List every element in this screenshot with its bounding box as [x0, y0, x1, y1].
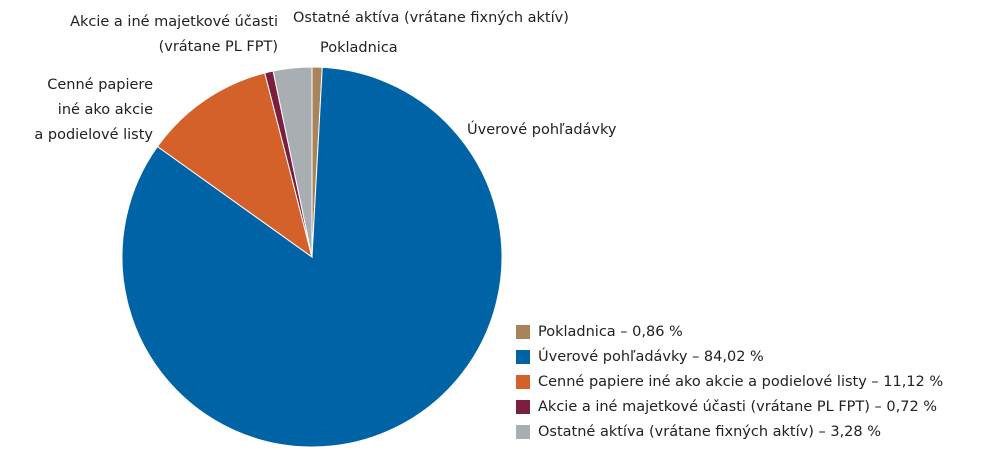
slice-label: a podielové listy: [34, 127, 153, 143]
legend-swatch: [516, 375, 530, 389]
legend-swatch: [516, 350, 530, 364]
legend-swatch: [516, 325, 530, 339]
legend-label: Úverové pohľadávky – 84,02 %: [538, 347, 764, 365]
slice-label: Akcie a iné majetkové účasti: [70, 14, 278, 30]
slice-label: Úverové pohľadávky: [467, 120, 617, 138]
legend-label: Ostatné aktíva (vrátane fixných aktív) –…: [538, 424, 881, 440]
pie-slice: [156, 72, 313, 259]
slice-label: Cenné papiere: [47, 77, 153, 93]
legend-label: Cenné papiere iné ako akcie a podielové …: [538, 374, 943, 390]
legend-label: Pokladnica – 0,86 %: [538, 324, 683, 340]
slice-label: (vrátane PL FPT): [159, 39, 278, 55]
pie-slice: [272, 66, 313, 258]
legend-swatch: [516, 425, 530, 439]
slice-label: Ostatné aktíva (vrátane fixných aktív): [293, 10, 569, 26]
slice-label: iné ako akcie: [58, 102, 153, 118]
legend-swatch: [516, 400, 530, 414]
legend-label: Akcie a iné majetkové účasti (vrátane PL…: [538, 399, 937, 415]
slice-label: Pokladnica: [320, 40, 398, 56]
